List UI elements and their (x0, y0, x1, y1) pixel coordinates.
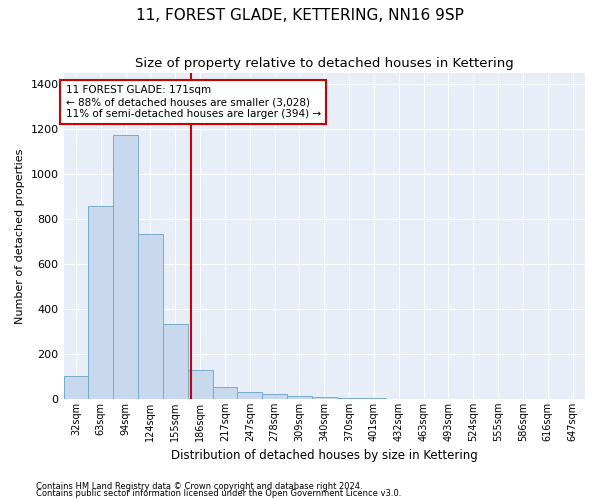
Bar (113, 135, 138, 399)
Bar (337, 398, 362, 399)
Text: 11, FOREST GLADE, KETTERING, NN16 9SP: 11, FOREST GLADE, KETTERING, NN16 9SP (136, 8, 464, 22)
Title: Size of property relative to detached houses in Kettering: Size of property relative to detached ho… (135, 58, 514, 70)
Text: Contains public sector information licensed under the Open Government Licence v3: Contains public sector information licen… (36, 489, 401, 498)
Text: Contains HM Land Registry data © Crown copyright and database right 2024.: Contains HM Land Registry data © Crown c… (36, 482, 362, 491)
X-axis label: Distribution of detached houses by size in Kettering: Distribution of detached houses by size … (171, 450, 478, 462)
Bar (163, 324, 188, 399)
Bar (287, 396, 312, 399)
Bar (238, 392, 262, 399)
Bar (138, 234, 163, 399)
Bar (212, 386, 238, 399)
Bar (312, 397, 337, 399)
Y-axis label: Number of detached properties: Number of detached properties (15, 148, 25, 324)
Bar (88, 206, 113, 399)
Text: 11 FOREST GLADE: 171sqm
← 88% of detached houses are smaller (3,028)
11% of semi: 11 FOREST GLADE: 171sqm ← 88% of detache… (65, 86, 320, 118)
Bar (188, 370, 212, 399)
Bar (262, 394, 287, 399)
Bar (64, 376, 88, 399)
